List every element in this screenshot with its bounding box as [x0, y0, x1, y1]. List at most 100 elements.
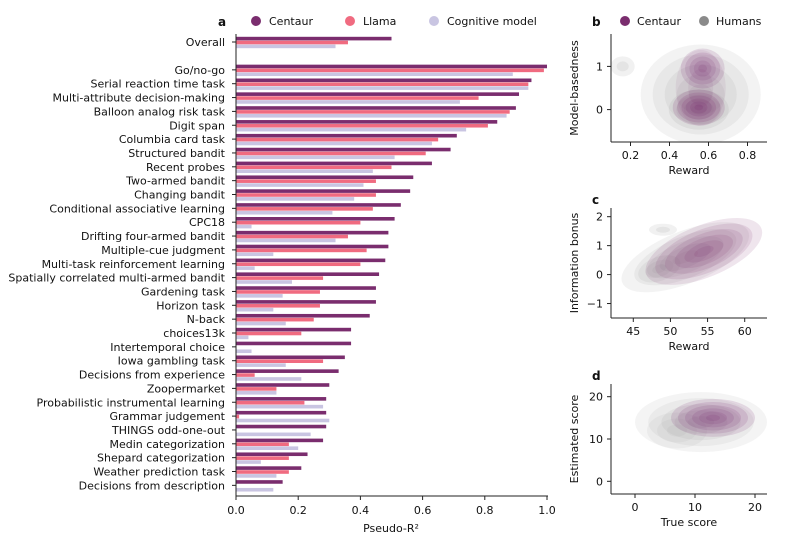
- category-label-gardening-task: Gardening task: [141, 285, 226, 298]
- ytick-label: 20: [589, 391, 603, 404]
- category-label-conditional-associative-learning: Conditional associative learning: [49, 202, 225, 215]
- density-contour-humans: [652, 264, 667, 274]
- density-contour-centaur: [694, 245, 714, 258]
- bar-llama-drifting-four-armed-bandit: [236, 234, 348, 239]
- category-label-multi-task-reinforcement-learning: Multi-task reinforcement learning: [42, 258, 225, 271]
- category-label-weather-prediction-task: Weather prediction task: [93, 466, 225, 479]
- y-axis-label: Information bonus: [568, 212, 581, 313]
- bar-centaur-go-no-go: [236, 64, 547, 69]
- bar-llama-changing-bandit: [236, 193, 376, 197]
- panel-b-density-plot: b Centaur Humans 0.2 0.4 0.6 0.8 0 1 Reward Mode…: [568, 15, 767, 177]
- density-contour-humans: [683, 99, 714, 120]
- category-label-structured-bandit: Structured bandit: [128, 147, 225, 160]
- ytick-label: 0: [596, 104, 603, 117]
- density-contour-centaur: [664, 229, 743, 274]
- density-contour-centaur: [685, 98, 712, 117]
- density-contour-humans: [674, 410, 728, 435]
- panel-c-plot-area: 45 50 55 60 −1 0 1 2 Reward Information bonus: [568, 208, 767, 353]
- bar-cognitive-model-digit-span: [236, 127, 467, 132]
- panel-a-xtick-label: 0.0: [227, 504, 245, 517]
- ytick-label: 10: [589, 433, 603, 446]
- category-label-grammar-judgement: Grammar judgement: [109, 410, 225, 423]
- panel-b-legend: Centaur Humans: [620, 15, 762, 28]
- bar-cognitive-model-choices13k: [236, 335, 249, 340]
- density-contour-centaur: [698, 64, 708, 73]
- bar-llama-spatially-correlated-multi-armed-bandit: [236, 276, 324, 280]
- bar-cognitive-model-decisions-from-description: [236, 487, 274, 492]
- bar-cognitive-model-balloon-analog-risk-task: [236, 114, 507, 118]
- density-contour-centaur: [681, 95, 717, 120]
- density-contour-centaur: [699, 411, 727, 425]
- density-contour-humans: [657, 418, 697, 443]
- bar-llama-cpc18: [236, 220, 361, 225]
- density-contour-humans: [647, 412, 707, 449]
- panel-a-xtick-label: 1.0: [538, 504, 556, 517]
- density-contour-centaur: [684, 240, 724, 263]
- category-label-things-odd-one-out: THINGS odd-one-out: [111, 424, 226, 437]
- bar-centaur-choices13k: [236, 327, 352, 332]
- bar-cognitive-model-gardening-task: [236, 294, 283, 298]
- density-layer: [635, 392, 767, 453]
- density-contour-centaur: [694, 104, 704, 111]
- density-contour-humans: [661, 404, 741, 441]
- bar-cognitive-model-intertemporal-choice: [236, 349, 252, 354]
- category-label-probabilistic-instrumental-learning: Probabilistic instrumental learning: [37, 396, 225, 409]
- bar-centaur-cpc18: [236, 217, 395, 221]
- bar-llama-grammar-judgement: [236, 414, 240, 419]
- legend-label-centaur: Centaur: [269, 15, 313, 28]
- bar-llama-go-no-go: [236, 68, 544, 73]
- bar-centaur-multiple-cue-judgment: [236, 244, 389, 249]
- bar-centaur-gardening-task: [236, 286, 376, 290]
- y-axis-label: Estimated score: [568, 394, 581, 483]
- density-layer: [621, 217, 763, 293]
- bar-centaur-intertemporal-choice: [236, 341, 352, 346]
- bar-cognitive-model-decisions-from-experience: [236, 377, 302, 381]
- x-axis-label: Reward: [669, 164, 710, 177]
- density-contour-centaur: [685, 52, 721, 85]
- density-contour-humans: [664, 64, 737, 125]
- density-contour-humans: [668, 89, 729, 130]
- bar-centaur-multi-attribute-decision-making: [236, 92, 520, 96]
- ytick-label: 0: [596, 475, 603, 488]
- y-axis-label: Model-basedness: [568, 40, 581, 136]
- bar-llama-two-armed-bandit: [236, 179, 376, 183]
- density-contour-humans: [616, 61, 629, 72]
- bar-cognitive-model-cpc18: [236, 224, 252, 229]
- bar-cognitive-model-recent-probes: [236, 169, 373, 173]
- xtick-label: 0.2: [622, 149, 640, 162]
- xtick-label: 0.4: [661, 149, 679, 162]
- bar-llama-balloon-analog-risk-task: [236, 110, 510, 114]
- bar-cognitive-model-grammar-judgement: [236, 418, 330, 423]
- legend-label-centaur: Centaur: [637, 15, 681, 28]
- legend-marker-cognitive-model: [429, 16, 439, 26]
- density-contour-humans: [688, 84, 713, 105]
- bar-llama-shepard-categorization: [236, 456, 289, 460]
- bar-cognitive-model-n-back: [236, 321, 286, 326]
- bar-llama-multiple-cue-judgment: [236, 248, 367, 253]
- bar-centaur-drifting-four-armed-bandit: [236, 230, 389, 235]
- density-contour-centaur: [675, 50, 726, 126]
- density-contour-humans: [652, 54, 749, 135]
- bar-llama-structured-bandit: [236, 151, 426, 156]
- density-contour-centaur: [655, 223, 753, 280]
- density-contour-centaur: [706, 414, 720, 422]
- panel-a-xtick-label: 0.6: [414, 504, 432, 517]
- ytick-label: 0: [596, 269, 603, 282]
- category-label-go-no-go: Go/no-go: [174, 64, 225, 77]
- bar-cognitive-model-multiple-cue-judgment: [236, 252, 274, 257]
- panel-a-legend: Centaur Llama Cognitive model: [251, 15, 537, 28]
- xtick-label: 0: [632, 501, 639, 514]
- bar-centaur-two-armed-bandit: [236, 175, 414, 180]
- density-contour-centaur: [693, 60, 712, 77]
- category-label-multi-attribute-decision-making: Multi-attribute decision-making: [53, 92, 225, 105]
- bar-cognitive-model-drifting-four-armed-bandit: [236, 238, 336, 243]
- bar-centaur-medin-categorization: [236, 438, 324, 443]
- bar-centaur-overall: [236, 36, 392, 41]
- category-label-zoopermarket: Zoopermarket: [147, 382, 226, 395]
- legend-marker-centaur: [251, 16, 261, 26]
- category-label-cpc18: CPC18: [189, 216, 225, 229]
- panel-b-plot-area: 0.2 0.4 0.6 0.8 0 1 Reward Model-basedness: [568, 34, 767, 177]
- bar-centaur-conditional-associative-learning: [236, 203, 401, 207]
- bar-centaur-digit-span: [236, 120, 498, 124]
- bar-centaur-serial-reaction-time-task: [236, 78, 532, 83]
